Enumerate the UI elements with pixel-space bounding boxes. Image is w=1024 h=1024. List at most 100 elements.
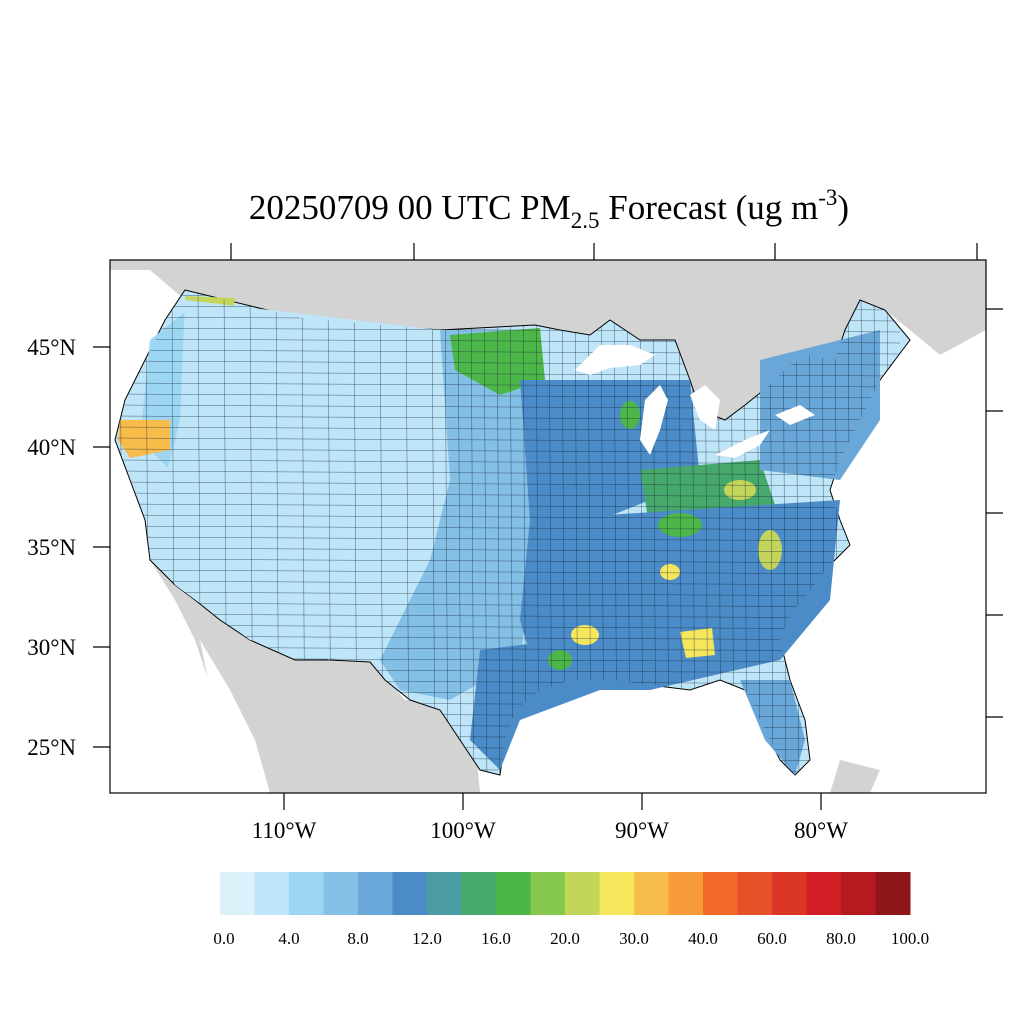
county-line [115,525,901,531]
map-border [109,259,987,794]
colorbar-labels: 0.0 4.0 8.0 12.0 16.0 20.0 30.0 40.0 60.0 80.0 100… [213,929,929,948]
county-line [496,290,501,775]
colorbar-swatch [668,872,704,915]
map-area [110,260,986,793]
county-line [470,290,475,775]
pm25-hotspot [660,564,680,580]
county-line [115,448,901,454]
county-line [115,591,901,597]
colorbar-label: 80.0 [826,929,856,948]
lon-tick-label: 110°W [252,818,317,843]
lake-ontario [775,405,815,425]
colorbar-label: 30.0 [619,929,649,948]
pm25-region [118,420,170,458]
lake-superior [575,345,655,375]
county-line [795,290,800,775]
lat-tick-label: 35°N [27,535,76,560]
colorbar-swatch [530,872,566,915]
colorbar-swatch [461,872,497,915]
county-line [115,404,901,410]
county-line [115,503,901,509]
pm25-hotspot [758,530,782,570]
county-line [509,290,514,775]
colorbar-swatch [772,872,807,915]
caribbean-land [830,760,880,793]
colorbar-swatch [841,872,876,915]
colorbar-label: 20.0 [550,929,580,948]
longitude-ticks: 110°W 100°W 90°W 80°W [252,793,848,843]
colorbar-swatch [634,872,669,915]
county-line [115,492,901,498]
lat-tick-label: 30°N [27,635,76,660]
colorbar-swatch [358,872,393,915]
gulf-of-california [200,640,270,793]
colorbar-swatch [289,872,324,915]
colorbar-swatch [392,872,428,915]
county-line [115,481,901,487]
county-line [782,290,787,775]
colorbar-swatch [703,872,738,915]
colorbar-label: 8.0 [347,929,368,948]
county-line [115,459,901,465]
county-line [115,536,901,542]
top-ticks [230,243,978,260]
county-line [115,624,901,630]
county-line [115,569,901,575]
county-line [115,437,901,443]
colorbar-label: 60.0 [757,929,787,948]
county-line [115,558,901,564]
pm25-hotspot [658,513,702,537]
colorbar-swatch [806,872,842,915]
mexico-land [150,560,480,793]
colorbar-swatch [496,872,531,915]
county-line [115,426,901,432]
map-title: 20250709 00 UTC PM2.5 Forecast (ug m-3) [249,185,849,233]
colorbar-swatch [565,872,600,915]
county-line [115,393,901,399]
county-line [115,547,901,553]
colorbar-label: 0.0 [213,929,234,948]
great-lakes [575,345,815,458]
colorbar-swatch [220,872,255,915]
pm25-region [150,300,450,660]
county-line [431,290,436,775]
pm25-hotspot [548,650,572,670]
colorbar-swatch [875,872,911,915]
lake-michigan [640,385,668,455]
pm25-region [760,330,880,480]
county-line [457,290,462,775]
lon-tick-label: 100°W [430,818,496,843]
pm25-region [680,628,715,658]
pm25-region [470,640,600,770]
pm25-hotspot [571,625,599,645]
lat-tick-label: 25°N [27,735,76,760]
county-line [115,580,901,586]
lon-tick-label: 90°W [615,818,669,843]
county-line [115,613,901,619]
colorbar-label: 40.0 [688,929,718,948]
colorbar-swatch [427,872,462,915]
colorbar-label: 4.0 [278,929,299,948]
lat-tick-label: 45°N [27,335,76,360]
latitude-ticks: 45°N 40°N 35°N 30°N 25°N [27,335,110,760]
colorbar-swatch [323,872,359,915]
county-line [115,602,901,608]
lake-erie [715,430,770,458]
pm25-hotspot [620,401,640,429]
pm25-hotspot [724,480,756,500]
county-line [115,470,901,476]
colorbar-label: 100.0 [891,929,929,948]
colorbar [220,872,911,915]
lat-tick-label: 40°N [27,435,76,460]
county-line [115,415,901,421]
county-line [115,514,901,520]
lake-huron [690,385,720,430]
county-line [483,290,488,775]
county-line [444,290,449,775]
colorbar-label: 12.0 [412,929,442,948]
colorbar-label: 16.0 [481,929,511,948]
pm25-regions [118,296,880,775]
colorbar-swatch [254,872,290,915]
lon-tick-label: 80°W [794,818,848,843]
